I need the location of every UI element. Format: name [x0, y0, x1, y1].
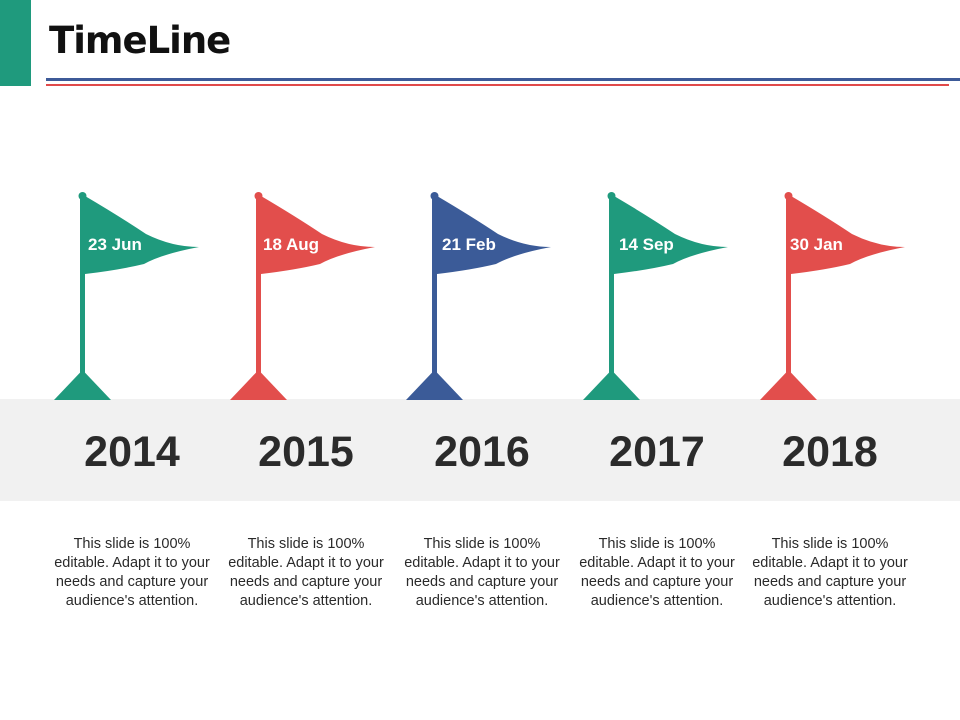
milestone-2016: 21 Feb 2016 This slide is 100% editable.…	[394, 0, 570, 720]
year-band	[0, 399, 960, 501]
slide-title: TimeLine	[49, 19, 231, 62]
flag-icon	[54, 192, 199, 400]
milestone-date: 14 Sep	[619, 235, 674, 254]
milestone-date: 30 Jan	[790, 235, 843, 254]
milestone-year: 2016	[434, 428, 530, 476]
milestone-2014: 23 Jun 2014 This slide is 100% editable.…	[44, 0, 220, 720]
milestone-year: 2018	[782, 428, 878, 476]
milestone-year: 2017	[609, 428, 705, 476]
milestone-description: This slide is 100% editable. Adapt it to…	[752, 536, 908, 609]
milestone-date: 21 Feb	[442, 235, 496, 254]
milestone-year: 2015	[258, 428, 354, 476]
title-underline-blue	[46, 78, 960, 81]
milestone-date: 18 Aug	[263, 235, 320, 254]
milestone-2018: 30 Jan 2018 This slide is 100% editable.…	[742, 0, 918, 720]
milestone-year: 2014	[84, 428, 180, 476]
title-underline-red	[46, 84, 949, 86]
milestone-description: This slide is 100% editable. Adapt it to…	[54, 536, 210, 609]
flag-icon	[760, 192, 905, 400]
milestone-description: This slide is 100% editable. Adapt it to…	[579, 536, 735, 609]
flag-icon	[406, 192, 551, 400]
milestone-description: This slide is 100% editable. Adapt it to…	[228, 536, 384, 609]
flag-icon	[583, 192, 728, 400]
milestone-2015: 18 Aug 2015 This slide is 100% editable.…	[218, 0, 394, 720]
milestone-date: 23 Jun	[88, 235, 142, 254]
milestone-2017: 14 Sep 2017 This slide is 100% editable.…	[569, 0, 745, 720]
title-accent-bar	[0, 0, 31, 86]
flag-icon	[230, 192, 375, 400]
milestone-description: This slide is 100% editable. Adapt it to…	[404, 536, 560, 609]
